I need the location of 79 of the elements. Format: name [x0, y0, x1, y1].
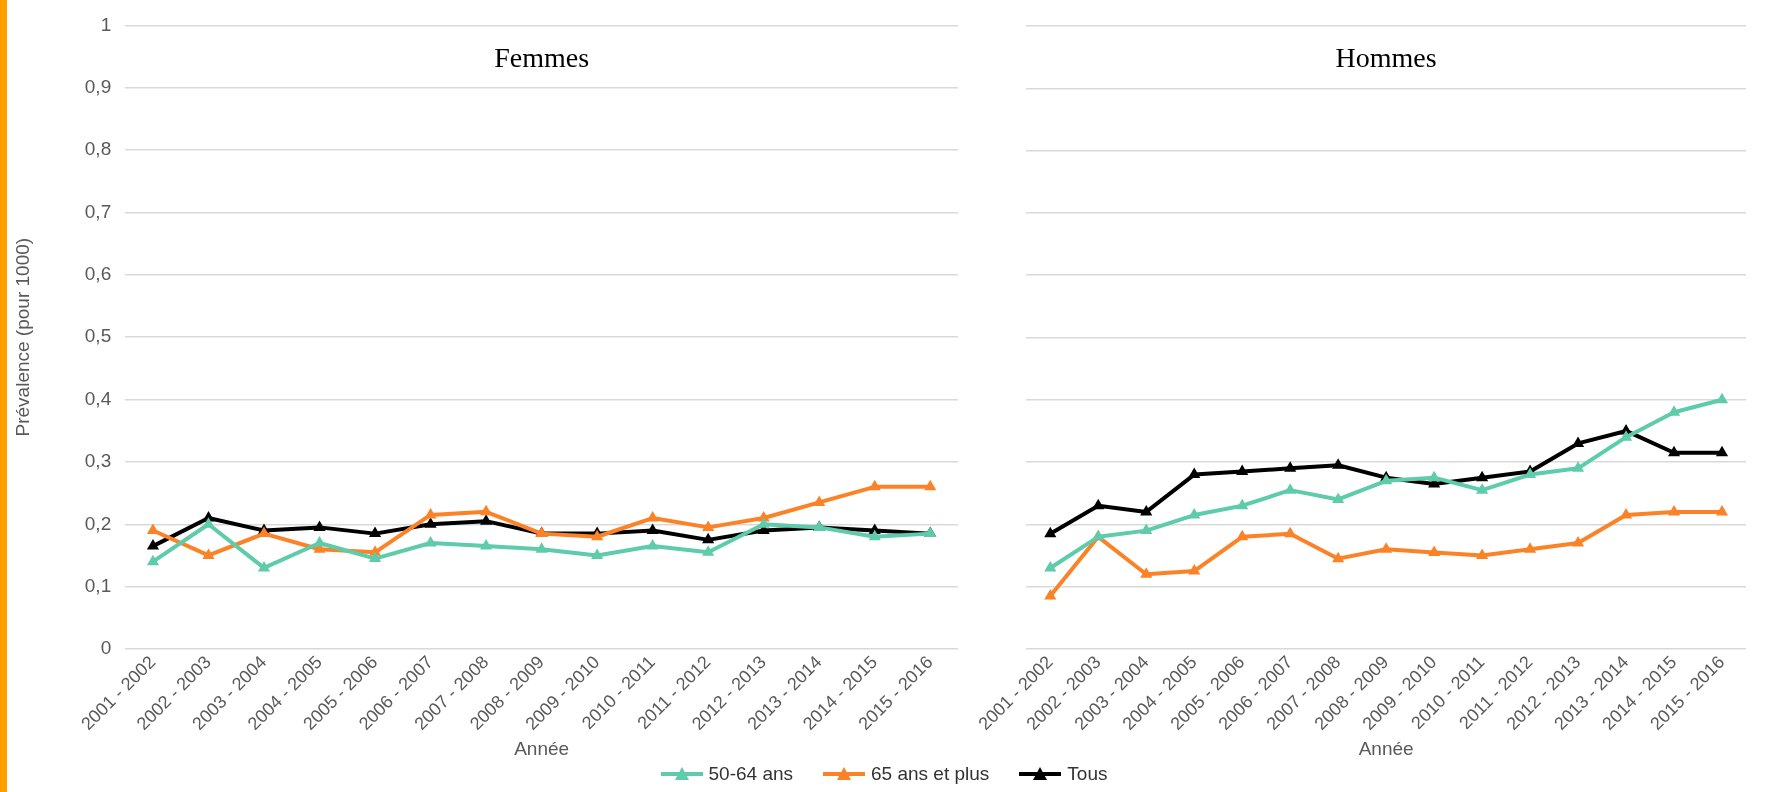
point — [1044, 589, 1057, 600]
point — [1428, 470, 1441, 482]
point — [1140, 523, 1153, 535]
point — [1284, 461, 1297, 472]
point — [1715, 392, 1729, 404]
point — [1332, 551, 1345, 563]
point — [1284, 483, 1297, 494]
point — [535, 542, 548, 553]
y-tick-label: 0,2 — [84, 512, 112, 534]
point — [1715, 504, 1729, 516]
text: Femmes — [494, 41, 590, 73]
point — [1188, 467, 1201, 479]
point — [1476, 483, 1489, 494]
y-tick-label: 0,8 — [84, 138, 112, 160]
y-tick-label: 0,9 — [84, 75, 112, 97]
point — [257, 560, 271, 572]
point — [1188, 564, 1201, 575]
point — [868, 529, 881, 541]
text: Hommes — [1335, 42, 1437, 74]
point — [702, 532, 715, 544]
point — [1044, 561, 1057, 572]
point — [1332, 458, 1345, 469]
point — [702, 545, 715, 556]
point — [1236, 529, 1249, 541]
point — [1428, 545, 1441, 556]
point — [1092, 498, 1105, 510]
point — [146, 539, 160, 550]
point — [1236, 464, 1249, 475]
point — [646, 511, 659, 522]
point — [202, 517, 215, 528]
point — [646, 523, 659, 535]
legend-label: Tous — [1067, 763, 1108, 785]
point — [424, 517, 437, 528]
point — [480, 514, 493, 525]
point — [1380, 542, 1393, 553]
point — [591, 548, 604, 559]
point — [1044, 526, 1057, 538]
point — [1476, 548, 1489, 560]
point — [1667, 504, 1681, 516]
point — [313, 520, 326, 531]
point — [1476, 470, 1489, 482]
point — [1140, 567, 1153, 578]
point — [1619, 508, 1633, 519]
point — [813, 495, 826, 506]
point — [1667, 445, 1681, 457]
y-tick-label: 0,7 — [84, 200, 112, 222]
point — [146, 523, 160, 535]
point — [1332, 492, 1345, 503]
y-axis-title: Prévalence (pour 1000) — [11, 237, 33, 437]
point — [1619, 430, 1633, 441]
y-tick-label: 0,3 — [84, 450, 112, 472]
legend-label: 50-64 ans — [708, 763, 794, 785]
point — [702, 520, 715, 531]
point — [1572, 461, 1585, 472]
point — [1236, 498, 1249, 510]
y-tick-label: 1 — [100, 13, 112, 35]
y-tick-label: 0,4 — [84, 387, 112, 409]
point — [646, 539, 659, 550]
point — [1140, 504, 1153, 516]
point — [1572, 536, 1585, 547]
point — [368, 551, 382, 563]
point — [202, 548, 215, 559]
legend-label: 65 ans et plus — [871, 763, 990, 785]
point — [480, 539, 493, 550]
y-tick-label: 0,1 — [84, 574, 112, 596]
x-axis-title: Année — [514, 737, 570, 759]
point — [368, 526, 382, 538]
y-tick-label: 0 — [100, 637, 112, 659]
point — [146, 554, 160, 566]
point — [1667, 405, 1681, 416]
point — [868, 479, 881, 491]
y-tick-label: 0,5 — [84, 325, 112, 347]
point — [1572, 436, 1585, 447]
x-axis-title: Année — [1358, 737, 1414, 759]
point — [1524, 542, 1537, 553]
point — [1715, 445, 1729, 457]
y-tick-label: 0,6 — [84, 263, 112, 285]
point — [924, 479, 937, 491]
point — [1188, 508, 1201, 519]
